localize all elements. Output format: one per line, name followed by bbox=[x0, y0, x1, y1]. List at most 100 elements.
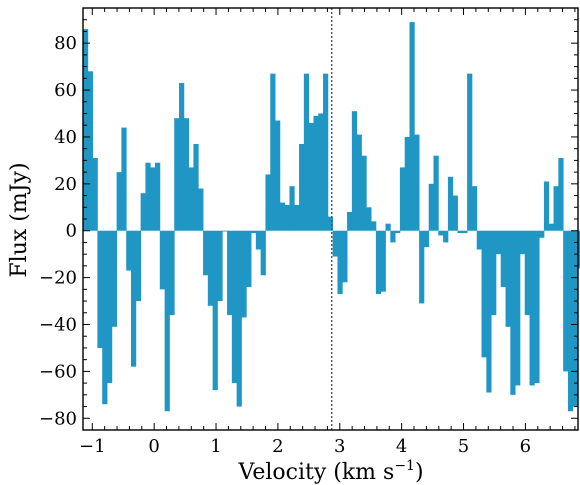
x-axis-label: Velocity (km s−1) bbox=[237, 458, 423, 485]
bar bbox=[294, 204, 300, 231]
bar bbox=[558, 158, 564, 231]
bar bbox=[471, 186, 478, 231]
y-tick-label: 40 bbox=[54, 127, 77, 148]
bar bbox=[155, 162, 161, 231]
bar bbox=[524, 230, 530, 316]
bar bbox=[193, 143, 199, 231]
bar bbox=[198, 188, 204, 231]
y-axis-label: Flux (mJy) bbox=[7, 162, 32, 277]
bar bbox=[385, 223, 391, 231]
bar bbox=[203, 230, 209, 276]
bar bbox=[361, 155, 367, 231]
bar bbox=[83, 29, 89, 231]
bar bbox=[222, 230, 228, 232]
bar bbox=[207, 230, 214, 306]
bar bbox=[371, 221, 377, 231]
x-axis-label-close: ) bbox=[415, 460, 424, 485]
bar bbox=[534, 230, 540, 384]
bar bbox=[318, 113, 324, 231]
bar bbox=[87, 71, 93, 231]
x-axis-label-text: Velocity (km s bbox=[237, 460, 394, 485]
x-tick-label: 2 bbox=[272, 436, 283, 457]
bar bbox=[102, 230, 108, 405]
bar bbox=[121, 127, 127, 231]
y-tick-label: −40 bbox=[39, 315, 77, 336]
bar bbox=[457, 230, 463, 234]
bar bbox=[423, 230, 430, 248]
bar bbox=[174, 118, 180, 231]
bar bbox=[289, 186, 295, 231]
bar bbox=[227, 230, 233, 316]
bar bbox=[390, 230, 396, 243]
x-tick-label: 5 bbox=[458, 436, 469, 457]
bar bbox=[438, 230, 444, 236]
bar bbox=[236, 230, 242, 407]
bar bbox=[284, 204, 290, 231]
y-tick-labels: −80 −60 −40 −20 0 20 40 60 80 bbox=[39, 33, 77, 429]
bar bbox=[246, 230, 252, 287]
y-tick-label: −60 bbox=[39, 361, 77, 382]
bar bbox=[241, 230, 247, 318]
bar bbox=[481, 230, 487, 358]
bar bbox=[399, 167, 406, 231]
bar bbox=[145, 162, 151, 231]
bar bbox=[260, 230, 266, 276]
bar bbox=[116, 172, 122, 231]
bar bbox=[107, 230, 113, 384]
bar bbox=[251, 230, 257, 234]
bar bbox=[342, 230, 348, 283]
plot-frame bbox=[82, 7, 579, 431]
bar bbox=[505, 230, 511, 327]
bar bbox=[164, 230, 170, 412]
bar bbox=[519, 230, 526, 255]
bar bbox=[433, 155, 439, 231]
bar bbox=[351, 111, 358, 231]
bar bbox=[539, 230, 545, 238]
x-tick-labels: −1 0 1 2 3 4 5 6 bbox=[79, 436, 531, 457]
bar bbox=[92, 158, 98, 231]
bar bbox=[150, 167, 156, 231]
bar bbox=[428, 183, 434, 231]
x-tick-label: 0 bbox=[148, 436, 159, 457]
bar bbox=[159, 230, 166, 290]
bar bbox=[409, 22, 415, 231]
bar bbox=[491, 230, 497, 316]
bar bbox=[543, 181, 550, 231]
bar bbox=[212, 230, 218, 391]
bar bbox=[572, 230, 578, 407]
bar bbox=[131, 230, 137, 367]
bar bbox=[126, 230, 132, 271]
bar bbox=[303, 73, 310, 231]
bar bbox=[380, 230, 386, 292]
x-axis-label-superscript: −1 bbox=[394, 458, 415, 474]
bar bbox=[548, 223, 554, 231]
bar bbox=[140, 193, 146, 231]
bar bbox=[395, 230, 401, 234]
bar bbox=[476, 230, 482, 250]
bar bbox=[135, 230, 142, 302]
x-tick-label: −1 bbox=[79, 436, 106, 457]
y-tick-label: 60 bbox=[54, 80, 77, 101]
x-tick-label: 6 bbox=[520, 436, 531, 457]
bar bbox=[447, 176, 454, 231]
y-tick-label: 80 bbox=[54, 33, 77, 54]
bar bbox=[443, 230, 449, 243]
bar bbox=[467, 73, 473, 231]
bar bbox=[279, 202, 286, 231]
y-tick-label: 0 bbox=[66, 221, 77, 242]
bar bbox=[510, 230, 516, 395]
x-tick-label: 1 bbox=[210, 436, 221, 457]
y-tick-label: −20 bbox=[39, 268, 77, 289]
bar bbox=[356, 134, 362, 231]
bar bbox=[567, 230, 574, 412]
bar bbox=[265, 174, 271, 231]
bar bbox=[308, 122, 314, 231]
bar bbox=[577, 230, 580, 269]
bar bbox=[313, 115, 319, 231]
bar bbox=[375, 230, 382, 295]
bar bbox=[188, 167, 194, 231]
bar bbox=[419, 230, 425, 304]
bar bbox=[366, 207, 372, 231]
bar bbox=[255, 230, 262, 250]
bar bbox=[495, 230, 502, 255]
